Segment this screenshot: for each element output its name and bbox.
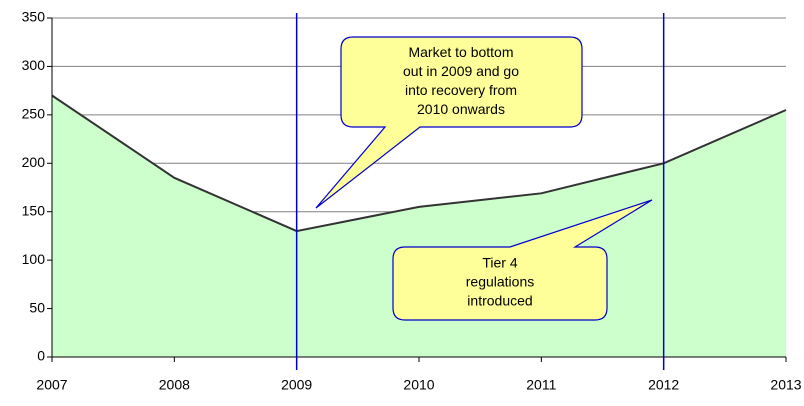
y-tick-label: 50 [29, 299, 45, 315]
x-tick-label: 2010 [403, 377, 434, 393]
x-tick-label: 2012 [648, 377, 679, 393]
x-tick-label: 2009 [281, 377, 312, 393]
annotation-text: out in 2009 and go [403, 63, 519, 79]
annotation-text: regulations [466, 274, 535, 290]
x-tick-label: 2011 [526, 377, 556, 393]
annotation-text: Market to bottom [408, 44, 513, 60]
annotation-text: 2010 onwards [417, 101, 505, 117]
annotation-text: Tier 4 [482, 255, 517, 271]
callouts [315, 36, 653, 321]
annotation-text: introduced [467, 293, 532, 309]
y-tick-label: 0 [37, 348, 45, 364]
x-tick-label: 2013 [770, 377, 801, 393]
y-tick-label: 250 [22, 106, 46, 122]
callout-2 [392, 199, 653, 321]
y-tick-label: 100 [22, 251, 46, 267]
y-tick-label: 300 [22, 57, 46, 73]
y-tick-label: 350 [22, 9, 46, 25]
x-tick-label: 2007 [36, 377, 67, 393]
callout-1 [315, 36, 583, 209]
annotation-text: into recovery from [405, 82, 517, 98]
x-tick-label: 2008 [159, 377, 190, 393]
y-tick-label: 200 [22, 154, 46, 170]
y-tick-label: 150 [22, 202, 46, 218]
